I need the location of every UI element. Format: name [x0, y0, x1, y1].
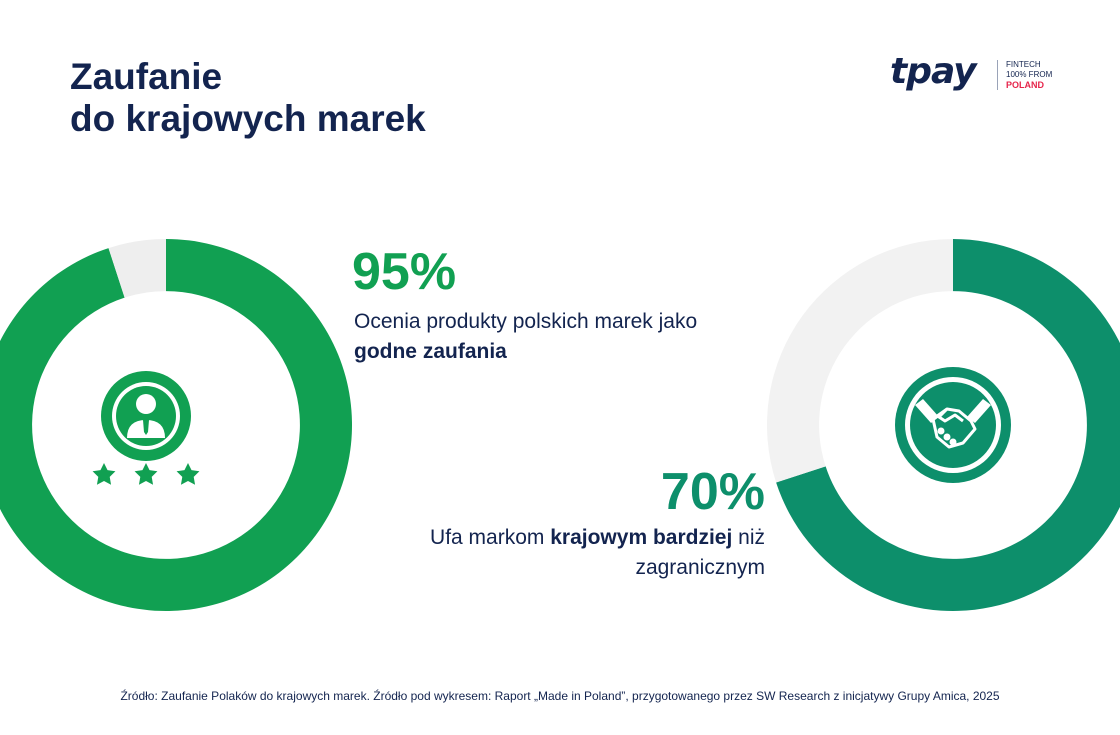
logo-wordmark: tpay — [890, 51, 977, 92]
stat-text-regular: Ocenia produkty polskich marek jako — [354, 310, 698, 333]
tpay-logo: tpay FINTECH 100% FROM POLAND — [890, 52, 1060, 96]
logo-tag-line-1: FINTECH — [1006, 60, 1041, 69]
stat-text-bold: krajowym bardziej — [550, 526, 733, 549]
donut-chart-preference — [767, 239, 1120, 611]
stat-text-regular: Ufa markom — [430, 526, 551, 549]
source-note: Źródło: Zaufanie Polaków do krajowych ma… — [120, 689, 1000, 703]
title-line-2: do krajowych marek — [70, 98, 426, 139]
person-with-stars-icon — [92, 371, 200, 485]
stat-value-preference: 70% — [660, 463, 765, 521]
donut-slice-remainder — [767, 239, 953, 483]
logo-tag-line-2: 100% FROM — [1006, 70, 1053, 79]
donut-slice-value — [0, 239, 352, 611]
stat-description-trust: Ocenia produkty polskich marek jako godn… — [354, 307, 714, 367]
title-line-1: Zaufanie — [70, 56, 223, 97]
stat-description-preference: Ufa markom krajowym bardziej niż zagrani… — [415, 523, 765, 583]
donut-slice-remainder — [108, 239, 166, 298]
handshake-icon — [895, 367, 1011, 483]
stat-text-regular-end: niż zagranicznym — [635, 526, 765, 579]
logo-tagline: FINTECH 100% FROM POLAND — [1006, 60, 1052, 90]
page-title: Zaufanie do krajowych marek — [70, 56, 426, 140]
logo-divider — [997, 60, 998, 90]
stat-value-trust: 95% — [352, 243, 457, 301]
logo-tag-line-3: POLAND — [1006, 80, 1044, 90]
stat-text-bold: godne zaufania — [354, 340, 507, 363]
donut-chart-trust — [0, 239, 352, 611]
